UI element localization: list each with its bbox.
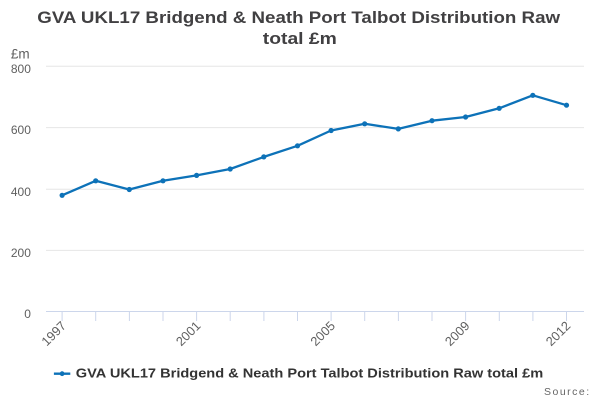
svg-text:400: 400 — [11, 185, 31, 199]
svg-text:Source:: Source: — [544, 386, 591, 398]
svg-text:total £m: total £m — [263, 29, 337, 48]
svg-text:0: 0 — [24, 307, 31, 321]
svg-text:200: 200 — [11, 246, 31, 260]
svg-text:600: 600 — [11, 123, 31, 137]
svg-text:£m: £m — [11, 46, 30, 61]
svg-text:GVA UKL17 Bridgend & Neath Por: GVA UKL17 Bridgend & Neath Port Talbot D… — [37, 8, 560, 27]
svg-text:GVA UKL17 Bridgend & Neath Por: GVA UKL17 Bridgend & Neath Port Talbot D… — [76, 365, 543, 380]
svg-text:800: 800 — [11, 62, 31, 76]
